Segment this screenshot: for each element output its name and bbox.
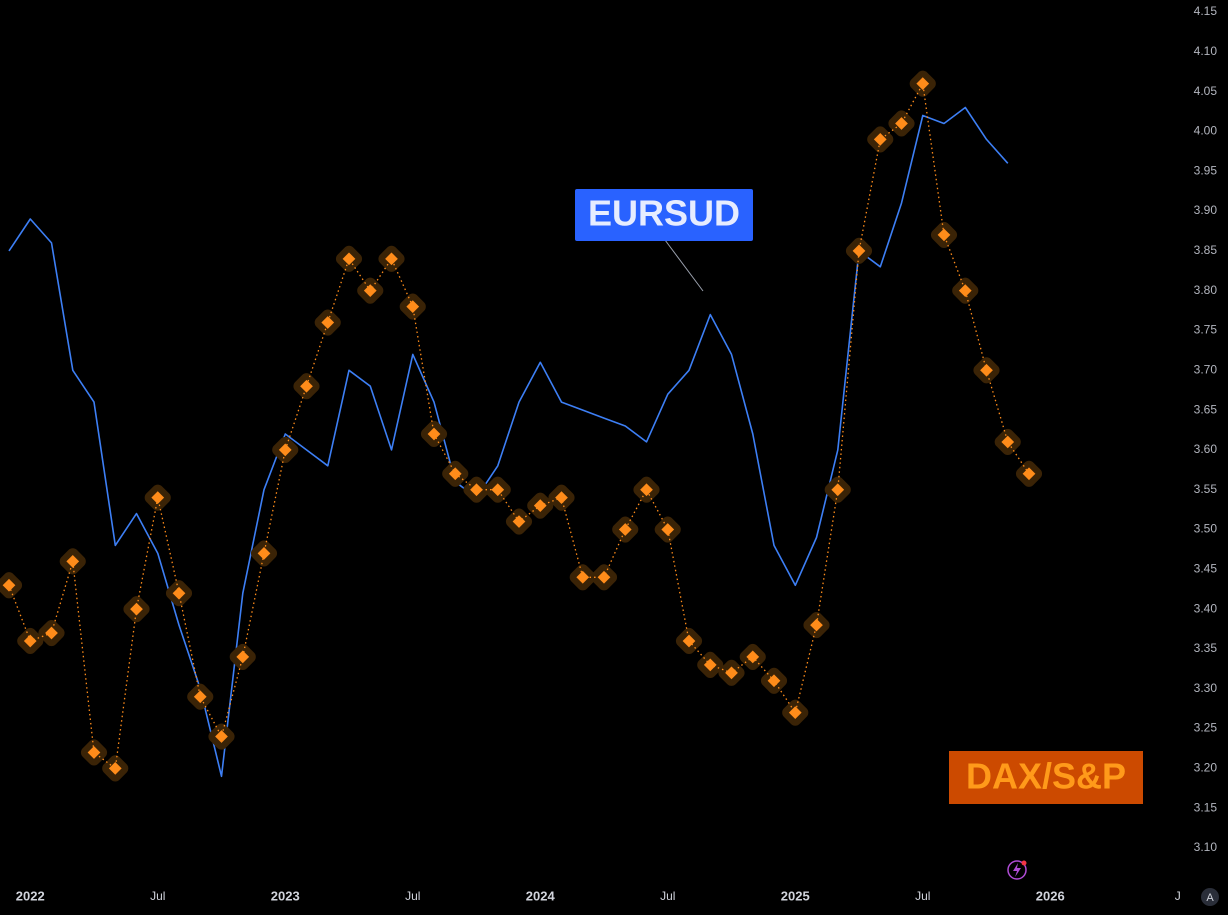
y-tick-label: 3.15 (1194, 800, 1218, 814)
series-label-box (575, 189, 753, 241)
y-tick-label: 3.95 (1194, 163, 1218, 177)
marker (406, 300, 420, 313)
x-tick-label: Jul (405, 889, 420, 903)
marker (470, 483, 483, 497)
marker (151, 491, 165, 505)
dax-sp-series (0, 70, 1043, 782)
y-tick-label: 3.85 (1194, 243, 1218, 257)
y-tick-label: 3.40 (1194, 601, 1218, 615)
y-tick-label: 3.10 (1194, 840, 1218, 854)
y-tick-label: 3.45 (1194, 562, 1218, 576)
y-tick-label: 3.90 (1194, 203, 1218, 217)
y-tick-label: 3.70 (1194, 362, 1218, 376)
marker (278, 443, 292, 457)
lightning-icon[interactable] (1007, 860, 1027, 880)
y-tick-label: 4.15 (1194, 4, 1218, 18)
y-tick-label: 4.00 (1194, 124, 1218, 138)
y-tick-label: 3.65 (1194, 402, 1218, 416)
y-tick-label: 3.25 (1194, 721, 1218, 735)
marker (427, 427, 441, 441)
auto-scale-button[interactable]: A (1201, 888, 1219, 906)
marker (448, 467, 462, 481)
y-tick-label: 4.10 (1194, 44, 1218, 58)
x-tick-label: Jul (915, 889, 930, 903)
marker (363, 284, 377, 298)
x-tick-label: 2022 (16, 888, 45, 903)
x-tick-label: Jul (660, 889, 675, 903)
x-tick-label: 2026 (1036, 888, 1065, 903)
plot-area (0, 70, 1043, 782)
button-bg[interactable] (1201, 888, 1219, 906)
x-tick-label: J (1175, 889, 1181, 903)
series-labels: EURSUD DAX/S&P (575, 189, 1143, 804)
y-tick-label: 3.30 (1194, 681, 1218, 695)
series-label: EURSUD (588, 193, 740, 234)
y-tick-label: 3.35 (1194, 641, 1218, 655)
y-tick-label: 4.05 (1194, 84, 1218, 98)
x-tick-label: 2023 (271, 888, 300, 903)
icon-dot (1021, 860, 1027, 866)
y-tick-label: 3.20 (1194, 761, 1218, 775)
y-tick-label: 3.75 (1194, 323, 1218, 337)
series-label-box (949, 751, 1143, 804)
y-tick-label: 3.55 (1194, 482, 1218, 496)
marker (321, 316, 335, 329)
y-tick-label: 3.80 (1194, 283, 1218, 297)
x-tick-label: 2024 (526, 888, 556, 903)
button-label[interactable]: A (1206, 892, 1214, 904)
y-tick-label: 3.60 (1194, 442, 1218, 456)
icon-bolt[interactable] (1013, 863, 1021, 877)
series-label: DAX/S&P (966, 756, 1126, 797)
marker (300, 379, 313, 393)
label-pointer (664, 239, 704, 292)
y-tick-label: 3.50 (1194, 522, 1218, 536)
x-tick-label: 2025 (781, 888, 810, 903)
icon-ring[interactable] (1007, 860, 1027, 880)
marker (491, 483, 505, 497)
x-tick-label: Jul (150, 889, 165, 903)
eursud-line (8, 106, 1009, 778)
